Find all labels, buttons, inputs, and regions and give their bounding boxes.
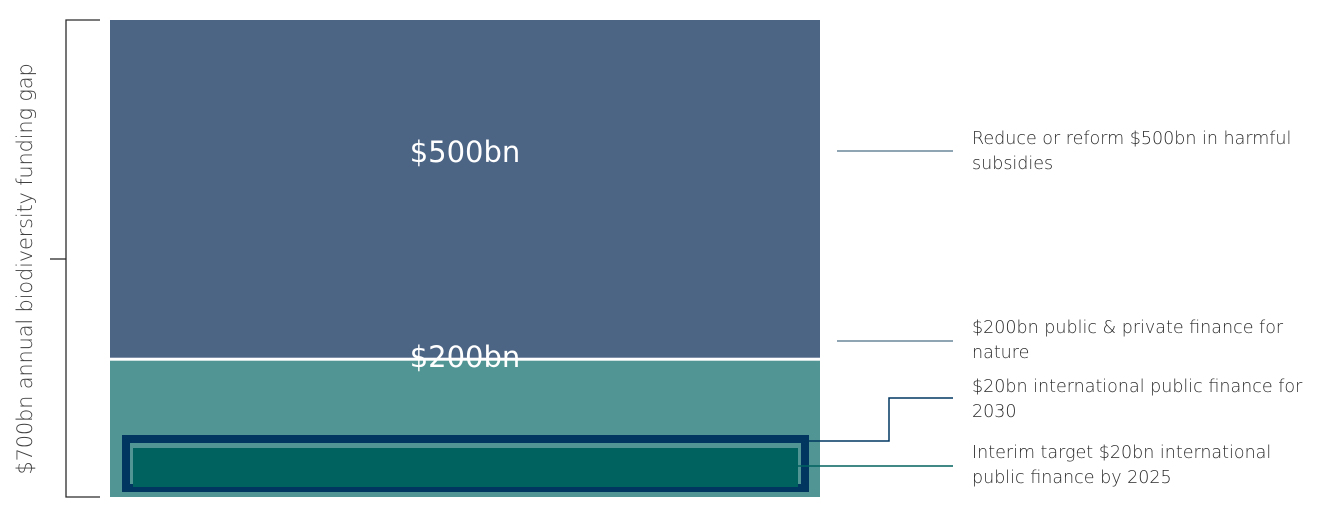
annotation-20bn-2025: Interim target $20bn international publi… [972,443,1272,488]
connector-20bn-2030 [809,397,953,442]
bar-label-500bn: $500bn [409,135,521,169]
nested-box-20bn-2030 [122,435,809,492]
bar-label-200bn: $200bn [409,340,521,374]
nested-box-20bn-2025 [133,448,798,487]
annotation-20bn-2030: $20bn international public finance for 2… [972,377,1303,422]
annotation-harmful-subsidies: Reduce or reform $500bn in harmful subsi… [972,129,1292,174]
bar-segment-500bn [110,20,820,358]
total-gap-label: $700bn annual biodiversity funding gap [13,63,37,475]
annotation-public-private-finance: $200bn public & private finance for natu… [972,318,1284,363]
total-bracket [65,19,100,498]
